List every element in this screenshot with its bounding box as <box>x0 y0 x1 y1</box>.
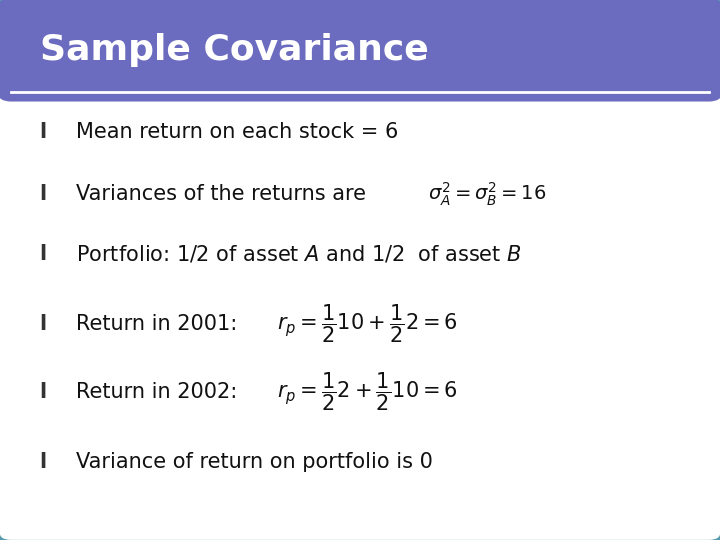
Text: l: l <box>40 314 47 334</box>
Text: Mean return on each stock = 6: Mean return on each stock = 6 <box>76 122 398 143</box>
Text: Sample Covariance: Sample Covariance <box>40 33 428 67</box>
Text: Variance of return on portfolio is 0: Variance of return on portfolio is 0 <box>76 451 433 472</box>
Text: $\sigma_A^2=\sigma_B^2=16$: $\sigma_A^2=\sigma_B^2=16$ <box>428 181 546 208</box>
Text: Portfolio: $1/2$ of asset $A$ and $1/2$  of asset $B$: Portfolio: $1/2$ of asset $A$ and $1/2$ … <box>76 244 521 264</box>
Bar <box>11 50 709 92</box>
Text: l: l <box>40 381 47 402</box>
Text: l: l <box>40 451 47 472</box>
Text: Variances of the returns are: Variances of the returns are <box>76 184 366 205</box>
Text: l: l <box>40 184 47 205</box>
Text: l: l <box>40 244 47 264</box>
Text: Return in 2001:: Return in 2001: <box>76 314 237 334</box>
Text: $r_p=\dfrac{1}{2}10+\dfrac{1}{2}2=6$: $r_p=\dfrac{1}{2}10+\dfrac{1}{2}2=6$ <box>277 303 458 345</box>
Text: l: l <box>40 122 47 143</box>
Text: $r_p=\dfrac{1}{2}2+\dfrac{1}{2}10=6$: $r_p=\dfrac{1}{2}2+\dfrac{1}{2}10=6$ <box>277 370 458 413</box>
FancyBboxPatch shape <box>0 0 720 102</box>
Text: Return in 2002:: Return in 2002: <box>76 381 237 402</box>
